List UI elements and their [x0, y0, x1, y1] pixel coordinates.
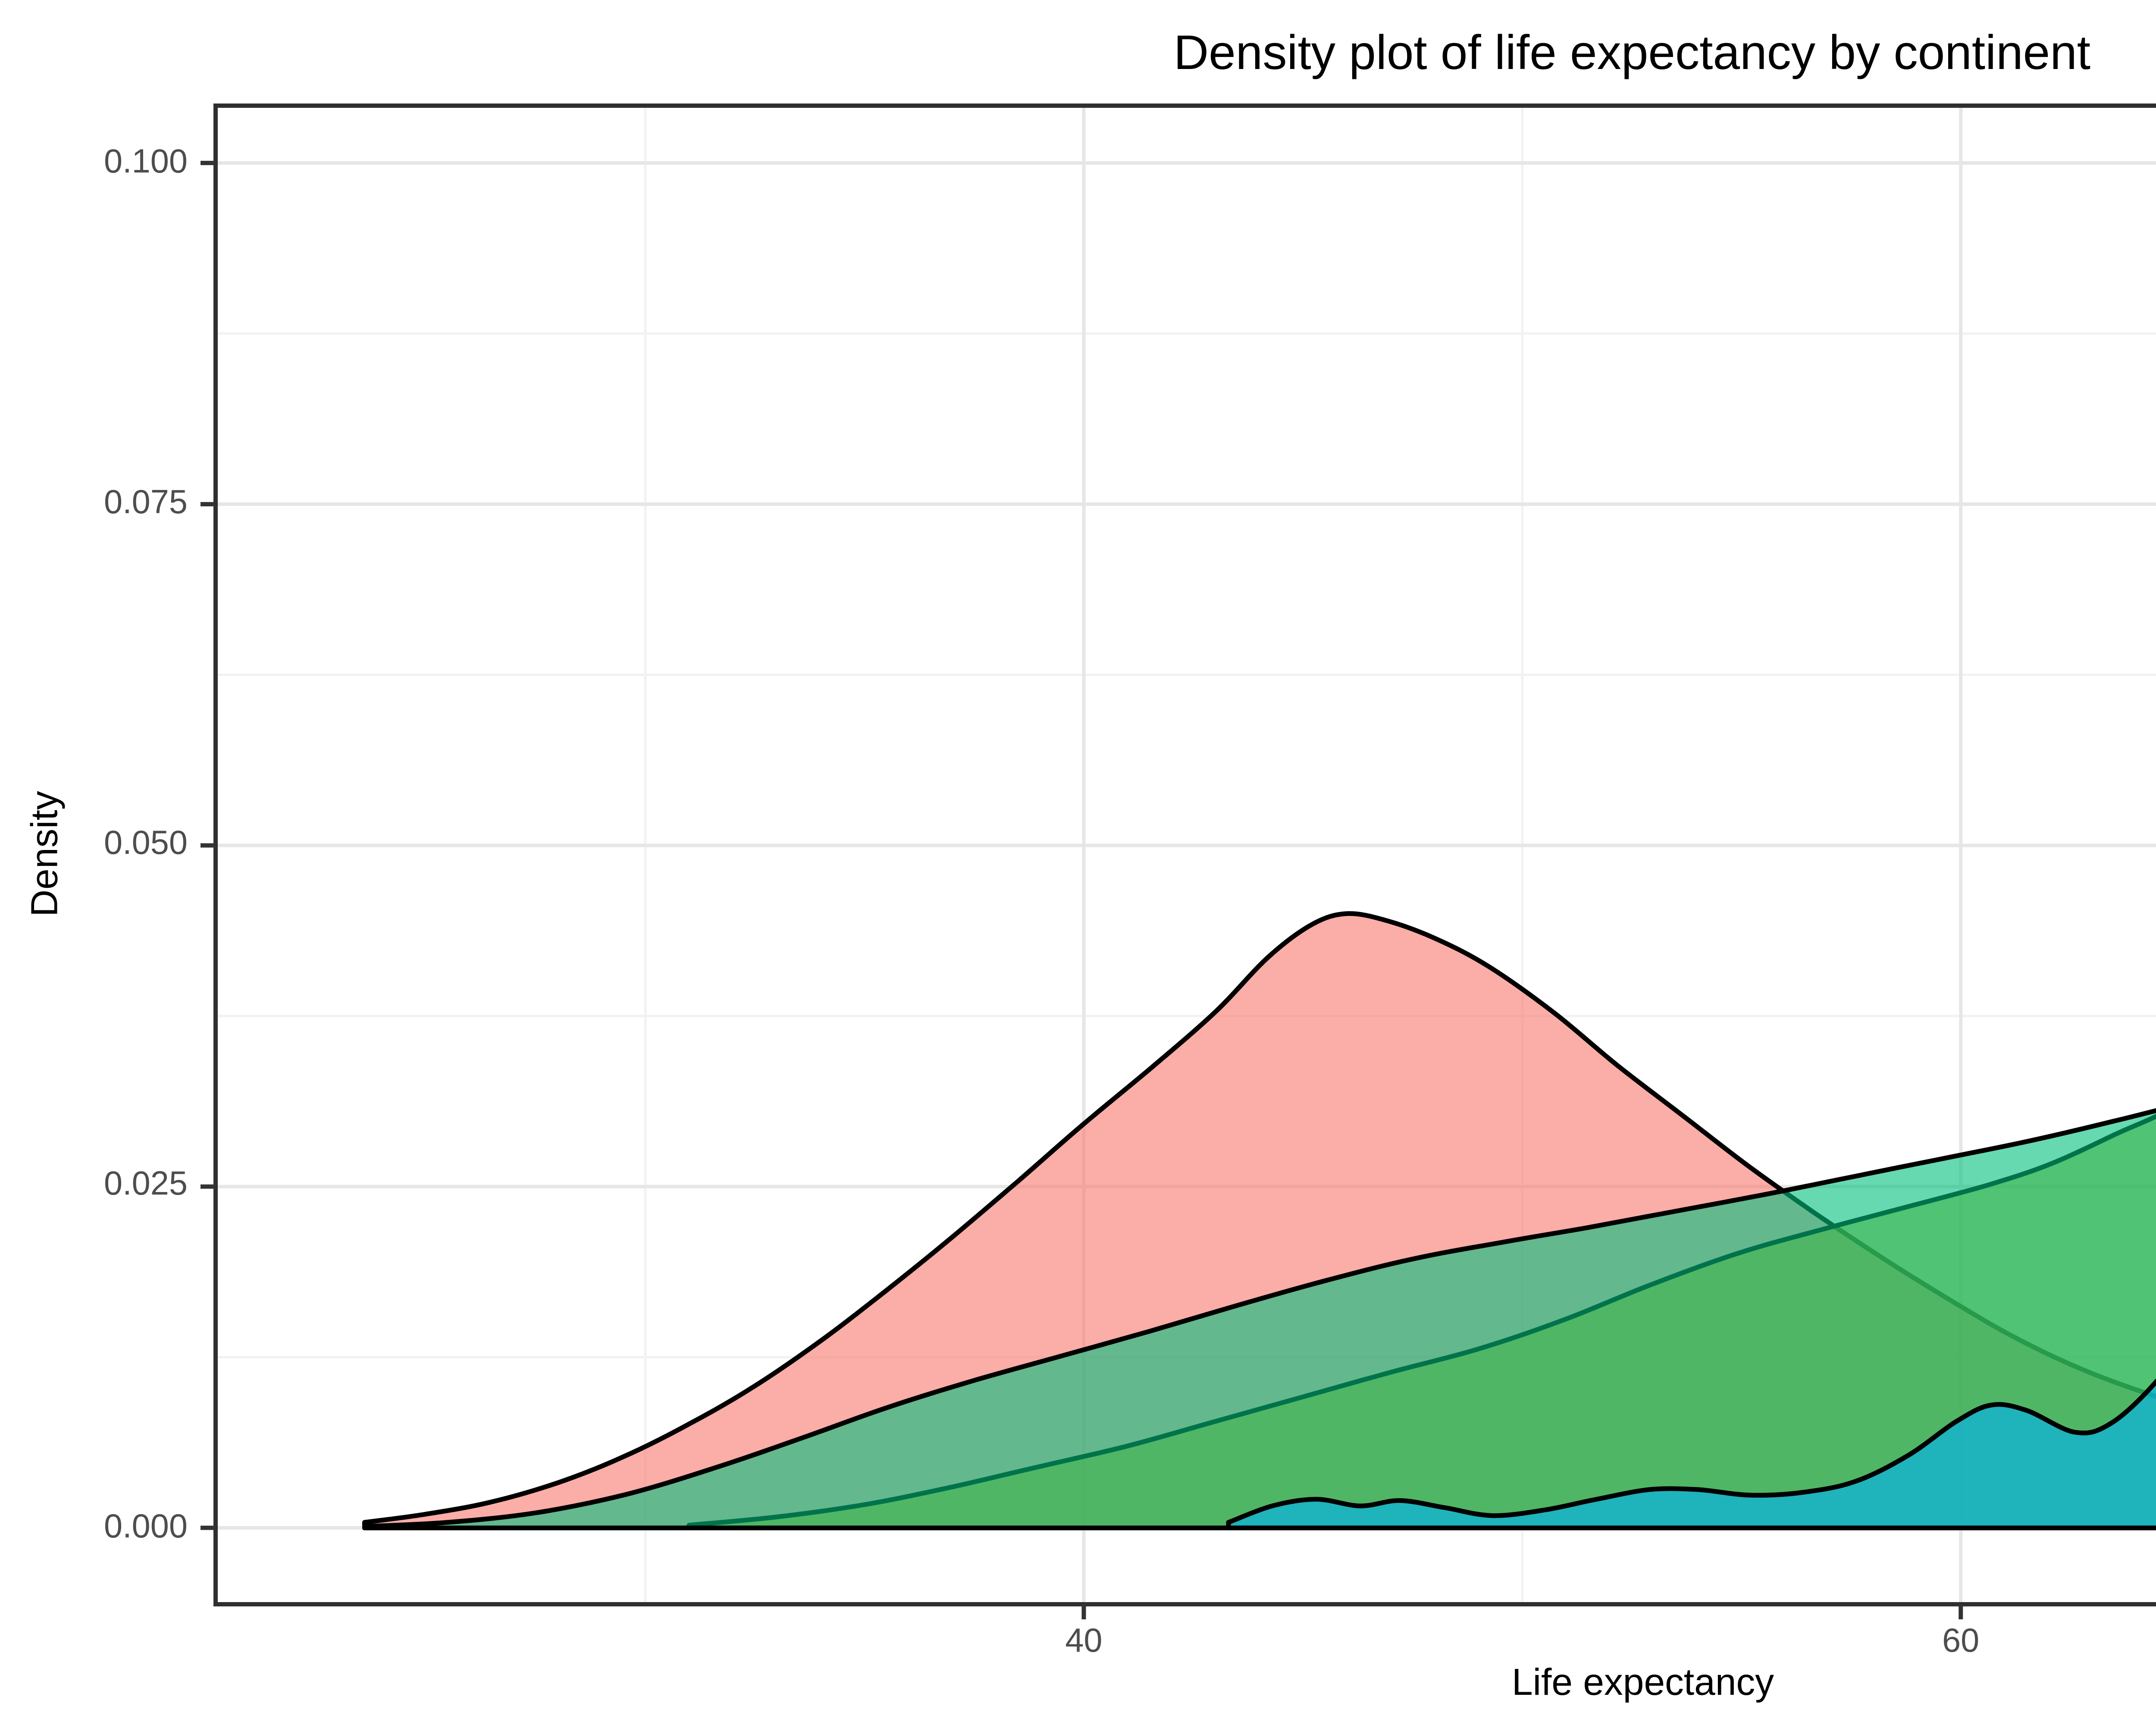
y-tick-label: 0.000: [104, 1508, 188, 1545]
panel-border: [213, 104, 2156, 1606]
x-tick-label: 40: [1065, 1624, 1103, 1660]
x-tick-label: 60: [1942, 1624, 1980, 1660]
axis-tick-marks: [201, 160, 1963, 1619]
y-tick-label: 0.100: [104, 143, 188, 180]
density-curves: [362, 911, 2156, 1531]
y-tick-label: 0.050: [104, 826, 188, 863]
density-area-europe: [1226, 1378, 2156, 1531]
y-tick-label: 0.075: [104, 485, 188, 522]
density-area-asia: [362, 1108, 2156, 1531]
x-axis-title: Life expectancy: [1511, 1660, 1774, 1703]
y-tick-label: 0.025: [104, 1167, 188, 1204]
chart-title: Density plot of life expectancy by conti…: [1173, 26, 2091, 80]
